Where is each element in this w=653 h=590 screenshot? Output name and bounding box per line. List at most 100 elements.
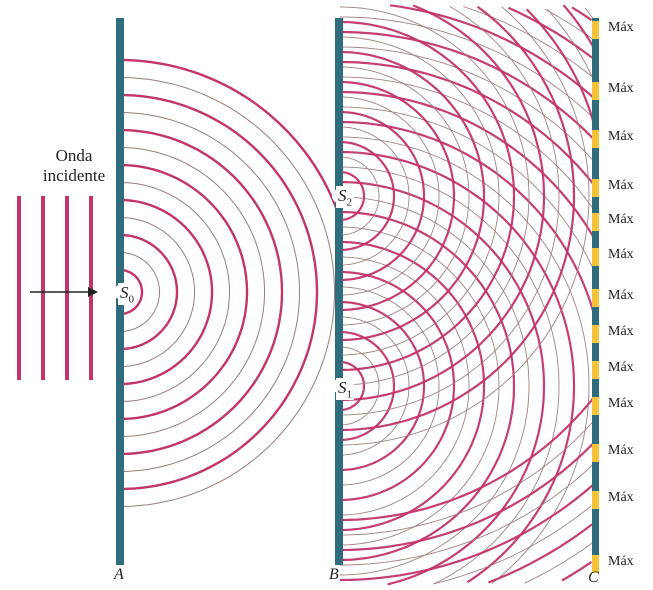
wavefronts-from-s0 (119, 58, 338, 507)
s2-wavefront (561, 560, 593, 582)
bright-fringe (592, 491, 599, 509)
s1-wavefront (340, 346, 380, 426)
source-s2-label: S2 (336, 186, 354, 209)
s0-wavefront (120, 268, 144, 316)
arrow-head (88, 287, 98, 297)
bright-fringe (592, 325, 599, 343)
bright-fringe (592, 179, 599, 197)
s0-wavefront (119, 58, 338, 210)
s2-wavefront (339, 5, 560, 416)
bright-fringe (592, 213, 599, 231)
s2-wavefront (487, 523, 593, 584)
s0-wavefront (119, 93, 319, 491)
screen-fringes (592, 21, 599, 573)
s2-wavefront (432, 505, 592, 585)
s1-wavefront (340, 270, 456, 502)
s2-wavefront (340, 156, 380, 236)
s1-wavefront (339, 46, 599, 167)
s1-wavefront (340, 330, 396, 442)
max-label: Máx (608, 443, 634, 458)
s0-wavefront (120, 182, 230, 402)
max-label: Máx (608, 554, 634, 569)
s1-wavefront (339, 136, 590, 584)
bright-fringe (592, 82, 599, 100)
barrier-a-label: A (114, 566, 124, 583)
s2-wavefront (340, 66, 470, 326)
s1-wavefront (571, 6, 593, 22)
s0-wavefront (120, 252, 160, 332)
s0-wavefront (119, 77, 336, 507)
s1-wavefront (340, 360, 366, 412)
wavefronts-from-s1 (339, 4, 599, 586)
s2-wavefront (524, 542, 593, 584)
source-s0-sub: 0 (128, 293, 135, 306)
s1-wavefront (339, 90, 596, 240)
bright-fringe (592, 444, 599, 462)
max-label: Máx (608, 81, 634, 96)
source-s2-letter: S (338, 186, 347, 205)
barrier-b-label: B (329, 566, 339, 583)
s2-wavefront (340, 96, 440, 296)
s1-wavefront (339, 226, 500, 546)
s0-wavefront (120, 147, 265, 437)
incident-wave-label-line2: incidente (42, 166, 106, 185)
s2-wavefront (339, 480, 598, 582)
s2-wavefront (340, 170, 366, 222)
source-s2-sub: 2 (346, 196, 353, 209)
source-s0-letter: S (120, 283, 129, 302)
max-label: Máx (608, 396, 634, 411)
s1-wavefront (340, 240, 486, 532)
bright-fringe (592, 21, 599, 39)
s1-wavefront (339, 120, 598, 325)
s1-wavefront (339, 196, 530, 576)
bright-fringe (592, 248, 599, 266)
s1-wavefront (340, 256, 470, 516)
s1-wavefront (340, 286, 440, 486)
bright-fringe (592, 289, 599, 307)
s1-wavefront (339, 76, 596, 212)
s2-wavefront (562, 4, 596, 50)
max-label: Máx (608, 20, 634, 35)
s2-wavefront (340, 80, 456, 312)
s2-wavefront (339, 6, 530, 386)
s2-wavefront (339, 36, 500, 356)
s1-wavefront (339, 210, 516, 562)
incident-plane-waves (17, 196, 93, 380)
max-label: Máx (608, 288, 634, 303)
s0-wavefront (119, 128, 284, 456)
s1-wavefront (339, 30, 598, 144)
s2-wavefront (340, 110, 426, 282)
s2-wavefront (340, 50, 486, 342)
source-s0-label: S0 (118, 283, 136, 306)
bright-fringe (592, 130, 599, 148)
bright-fringe (592, 361, 599, 379)
s2-wavefront (339, 392, 598, 522)
max-label: Máx (608, 360, 634, 375)
propagation-arrow (30, 287, 98, 297)
barrier-b (335, 18, 343, 565)
s0-wavefront (120, 163, 249, 421)
s2-wavefront (546, 9, 599, 90)
s2-wavefront (339, 438, 598, 552)
source-s1-label: S1 (336, 378, 354, 401)
wavefronts-from-s2 (339, 4, 599, 585)
s2-wavefront (340, 140, 396, 252)
s2-wavefront (525, 8, 598, 135)
s1-wavefront (340, 316, 410, 456)
screen-c-label: C (588, 569, 599, 586)
s2-wavefront (339, 6, 590, 446)
s1-wavefront (507, 6, 593, 59)
s0-wavefront (120, 217, 195, 367)
source-s1-sub: 1 (346, 388, 353, 401)
s2-wavefront (339, 20, 516, 372)
incident-wave-label-line1: Onda (55, 146, 93, 165)
s2-wavefront (339, 4, 546, 402)
s2-wavefront (339, 415, 599, 536)
incident-wave-label: Onda incidente (19, 146, 129, 186)
max-label: Máx (608, 490, 634, 505)
s1-wavefront (340, 300, 426, 472)
max-label: Máx (608, 324, 634, 339)
s1-wavefront (339, 150, 576, 584)
s0-wavefront (120, 233, 179, 351)
